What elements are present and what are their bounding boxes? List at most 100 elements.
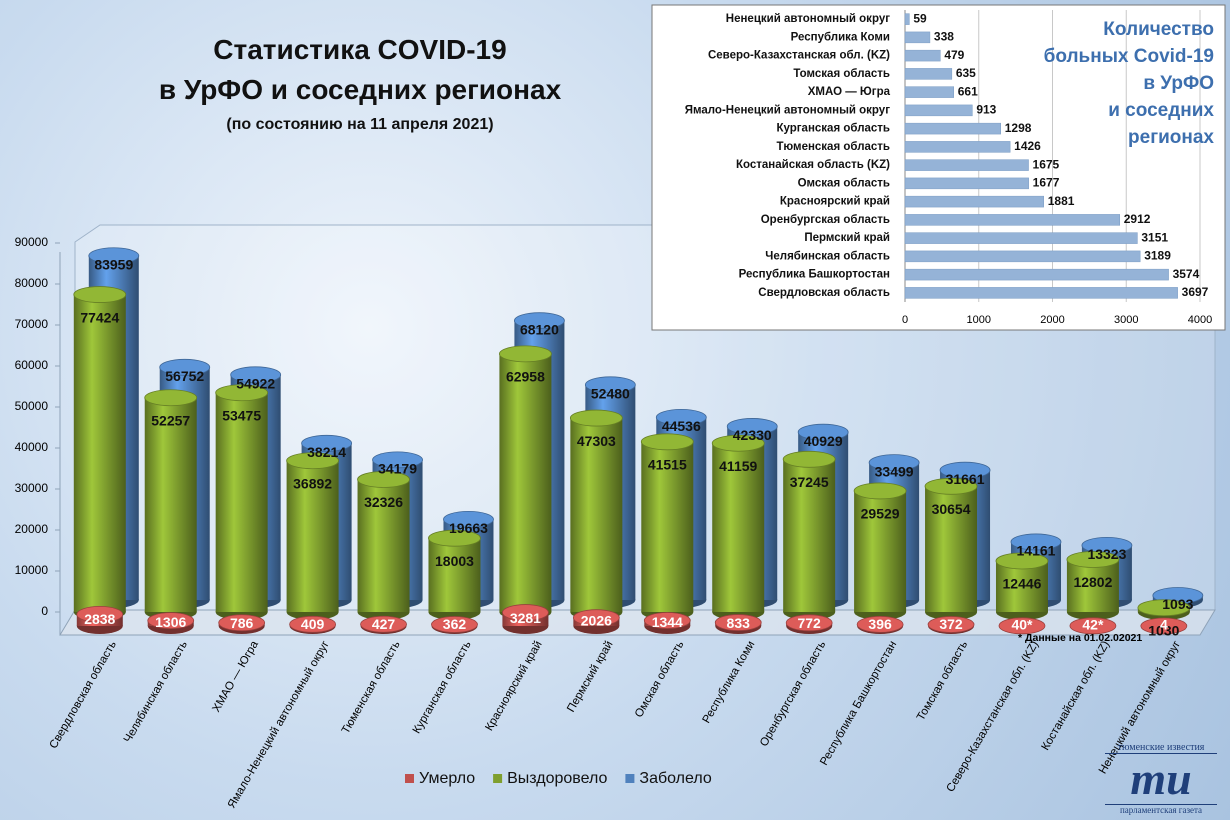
cylinder-top xyxy=(230,366,282,384)
cylinder xyxy=(853,482,907,620)
cylinder-body xyxy=(925,486,978,612)
cylinder-top xyxy=(785,614,833,632)
inset-title: Количество больных Covid-19 в УрФО и сос… xyxy=(1000,16,1214,151)
chart-title: в УрФО и соседних регионах xyxy=(158,74,562,105)
x-tick-label: Свердловская область xyxy=(48,639,119,751)
cylinder-body xyxy=(428,538,481,612)
x-tick-label: ХМАО — Югра xyxy=(210,638,261,714)
cylinder xyxy=(785,614,833,634)
cylinder-top xyxy=(76,605,124,623)
value-label: 1306 xyxy=(155,614,186,630)
cylinder-top xyxy=(144,389,198,407)
cylinder-top xyxy=(502,604,549,621)
cylinder-body xyxy=(215,392,268,612)
cylinder-top xyxy=(927,616,975,633)
cylinder-top xyxy=(711,434,765,452)
cylinder-top xyxy=(655,409,707,426)
cylinder-top xyxy=(514,312,565,330)
cylinder-top xyxy=(360,615,407,633)
x-tick-label: Томская область xyxy=(915,639,970,723)
cylinder-top xyxy=(995,552,1049,570)
x-tick-label: Республика Коми xyxy=(701,639,758,725)
chart-subtitle: (по состоянию на 11 апреля 2021) xyxy=(226,116,494,133)
cylinder xyxy=(502,604,549,634)
value-label: 396 xyxy=(868,616,892,632)
y-tick-label: 0 xyxy=(41,604,48,618)
cylinder-top xyxy=(569,409,623,427)
cylinder-top xyxy=(215,384,269,402)
inset-title-line: больных Covid-19 xyxy=(1043,46,1214,67)
y-tick-label: 60000 xyxy=(15,358,49,372)
value-label: 36892 xyxy=(293,475,332,491)
value-label: 34179 xyxy=(378,461,417,477)
cylinder xyxy=(711,434,765,620)
cylinder-top xyxy=(853,482,907,500)
value-label: 1093 xyxy=(1162,596,1193,612)
cylinder xyxy=(1069,617,1117,635)
cylinder xyxy=(289,615,337,634)
cylinder-top xyxy=(640,433,694,451)
cylinder xyxy=(76,605,124,634)
cylinder-body xyxy=(995,560,1048,612)
cylinder xyxy=(215,384,269,620)
cylinder-body xyxy=(712,443,765,612)
value-label: 427 xyxy=(372,616,396,632)
cylinder xyxy=(714,614,762,634)
floor xyxy=(59,609,1216,636)
value-label: 12446 xyxy=(1003,576,1042,592)
value-label: 2026 xyxy=(581,613,612,629)
y-tick-label: 90000 xyxy=(15,235,49,249)
cylinder xyxy=(218,614,266,634)
cylinder-top xyxy=(301,434,353,452)
cylinder xyxy=(782,450,836,620)
cylinder-top xyxy=(73,286,127,303)
legend-label: Заболело xyxy=(639,770,711,787)
value-label: 19663 xyxy=(449,520,488,536)
cylinder xyxy=(147,612,195,634)
cylinder-top xyxy=(782,450,836,468)
x-tick-label: Республика Башкортостан xyxy=(818,639,899,768)
cylinder xyxy=(428,529,481,620)
x-tick-label: Челябинская область xyxy=(122,639,190,745)
inset-title-line: регионах xyxy=(1128,127,1214,148)
value-label: 29529 xyxy=(861,506,900,522)
y-tick-label: 10000 xyxy=(15,563,49,577)
x-tick-label: Курганская область xyxy=(411,639,474,736)
cylinder xyxy=(1140,617,1188,635)
chart-title: Статистика COVID-19 xyxy=(213,34,507,65)
cylinder-top xyxy=(357,471,410,488)
cylinder-top xyxy=(1140,617,1188,635)
value-label: 833 xyxy=(727,615,751,631)
cylinder xyxy=(640,433,694,620)
value-label: 772 xyxy=(797,615,821,631)
value-label: 3281 xyxy=(510,610,541,626)
cylinder-top xyxy=(856,615,904,633)
cylinder-body xyxy=(357,479,410,612)
cylinder-top xyxy=(88,247,140,265)
cylinder-top xyxy=(726,418,778,435)
value-label: 18003 xyxy=(435,553,474,569)
cylinder xyxy=(1066,551,1120,620)
cylinder xyxy=(431,616,478,634)
cylinder xyxy=(927,616,975,634)
cylinder-body xyxy=(854,490,907,612)
x-tick-label: Красноярский край xyxy=(483,639,544,733)
cylinder-top xyxy=(286,452,340,470)
cylinder-top xyxy=(1069,617,1117,635)
cylinder-top xyxy=(868,454,920,472)
cylinder-body xyxy=(783,459,836,612)
logo-bottom: парламентская газета xyxy=(1105,804,1217,815)
value-label: 1030 xyxy=(1148,622,1179,638)
x-tick-label: Оренбургская область xyxy=(758,639,828,749)
x-tick-label: Пермский край xyxy=(565,639,615,714)
cylinder xyxy=(286,452,340,620)
value-label: 38214 xyxy=(307,444,346,460)
cylinder-top xyxy=(499,345,552,363)
value-label: 1344 xyxy=(652,614,683,630)
cylinder-top xyxy=(431,616,478,633)
cylinder-top xyxy=(1010,533,1062,551)
cylinder xyxy=(357,471,410,620)
cylinder-body xyxy=(286,460,339,612)
title-block: Статистика COVID-19 в УрФО и соседних ре… xyxy=(100,30,620,134)
